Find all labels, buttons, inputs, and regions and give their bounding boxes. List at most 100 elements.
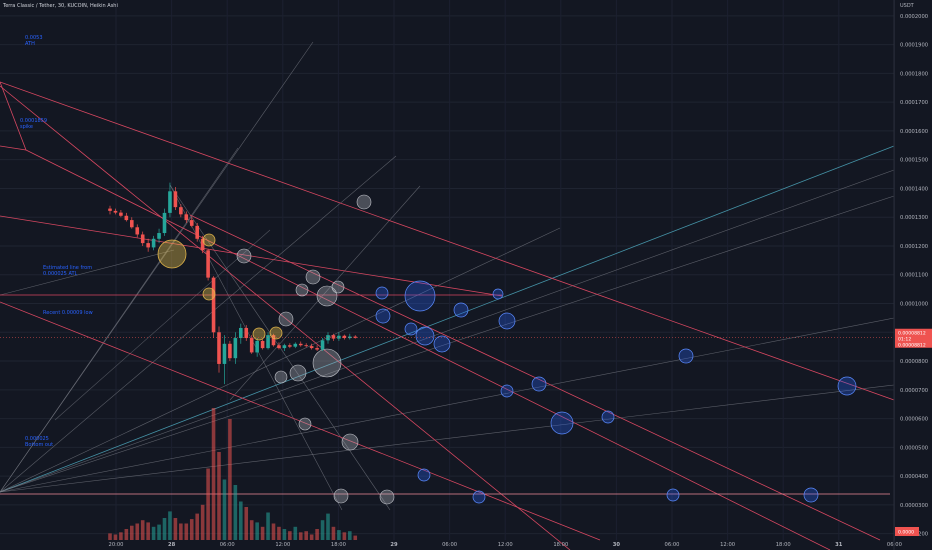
candle-body xyxy=(168,191,172,213)
grey-marker xyxy=(331,280,345,294)
x-tick-label: 31 xyxy=(835,542,843,548)
candle-body xyxy=(304,345,308,347)
x-tick-label: 06:00 xyxy=(665,542,680,548)
grey-marker xyxy=(341,433,359,451)
volume-bar xyxy=(282,529,287,540)
volume-bar xyxy=(320,520,325,540)
candle-body xyxy=(320,340,325,350)
volume-bar xyxy=(255,522,259,540)
x-tick-label: 30 xyxy=(613,542,621,548)
volume-bar xyxy=(140,520,145,540)
fan-line xyxy=(0,169,895,493)
blue-marker xyxy=(375,286,389,300)
fan-line xyxy=(0,145,895,493)
blue-marker xyxy=(404,322,418,336)
volume-bar xyxy=(304,531,308,540)
volume-bar xyxy=(249,520,254,540)
volume-bar xyxy=(195,513,199,540)
candle-body xyxy=(249,338,254,353)
volume-bar xyxy=(353,535,358,540)
annotation-estimated-line[interactable]: Estimated line from 0.000025 ATL xyxy=(43,265,92,277)
volume-bar xyxy=(206,468,210,540)
grey-marker xyxy=(316,285,338,307)
candle-body xyxy=(309,346,314,349)
annotation-ath[interactable]: 0.0053 ATH xyxy=(25,35,43,47)
candle-body xyxy=(331,335,336,339)
candle-body xyxy=(113,210,118,213)
grey-marker xyxy=(312,348,342,378)
bottom-tag-text: 0.0000 xyxy=(898,530,914,536)
candle-body xyxy=(124,215,129,221)
candle-body xyxy=(130,220,134,228)
volume-bar xyxy=(211,408,216,540)
blue-marker xyxy=(417,468,431,482)
x-tick-label: 28 xyxy=(168,542,176,548)
x-tick-label: 29 xyxy=(390,542,398,548)
y-tick-label: 0.0000700 xyxy=(900,388,928,394)
candle-body xyxy=(277,345,281,349)
annotation-spike-value: 0.0001859 xyxy=(20,118,48,124)
price-tag-box xyxy=(895,328,932,348)
volume-bar xyxy=(179,523,183,540)
y-tick-label: 0.0000300 xyxy=(900,503,928,509)
y-tick-label: 0.0001000 xyxy=(900,302,928,308)
volume-bar xyxy=(288,531,292,540)
drawing-overlay xyxy=(0,41,895,550)
grey-marker xyxy=(298,417,312,431)
highlight-overlay xyxy=(157,233,283,341)
y-tick-label: 0.0002000 xyxy=(900,14,928,20)
candle-body xyxy=(151,238,156,248)
blue-marker xyxy=(837,376,857,396)
blue-marker xyxy=(472,490,486,504)
candle-body xyxy=(293,343,298,347)
candle-body xyxy=(239,327,243,339)
blue-marker xyxy=(550,411,574,435)
fan-line xyxy=(0,195,895,493)
blue-marker xyxy=(500,384,514,398)
candle-body xyxy=(119,212,123,216)
gold-marker xyxy=(269,326,283,340)
candle-body xyxy=(282,345,287,349)
annotation-recent-low[interactable]: Recent 0.00009 low xyxy=(43,310,93,316)
volume-bar xyxy=(124,529,129,540)
annotation-bottom-out[interactable]: 0.000025 Bottom out xyxy=(25,436,53,448)
volume-bar xyxy=(168,511,172,540)
fan-line xyxy=(0,249,175,296)
candle-body xyxy=(162,212,167,234)
candle-body xyxy=(211,277,216,333)
blue-marker xyxy=(453,302,469,318)
annotation-est-line2: 0.000025 ATL xyxy=(43,271,78,277)
y-tick-label: 0.0001900 xyxy=(900,43,928,49)
trend-line xyxy=(0,81,895,401)
candle-body xyxy=(179,207,183,215)
volume-bar xyxy=(157,524,161,540)
grey-marker xyxy=(274,370,288,384)
candles xyxy=(108,182,358,385)
annotation-recent-line1: Recent 0.00009 low xyxy=(43,310,93,316)
candle-body xyxy=(195,225,199,239)
blue-marker xyxy=(404,280,436,312)
x-tick-label: 18:00 xyxy=(553,542,568,548)
fan-line xyxy=(0,384,895,493)
candle-body xyxy=(260,340,265,349)
x-tick-label: 20:00 xyxy=(109,542,124,548)
volume-bar xyxy=(331,526,336,540)
y-tick-label: 0.0001300 xyxy=(900,215,928,221)
x-tick-label: 18:00 xyxy=(776,542,791,548)
x-tick-label: 12:00 xyxy=(498,542,513,548)
volume-bar xyxy=(342,532,347,540)
candle-body xyxy=(184,214,189,221)
annotation-spike[interactable]: 0.0001859 spike xyxy=(20,118,47,130)
annotation-ath-label: ATH xyxy=(25,41,35,47)
candle-body xyxy=(266,335,270,349)
y-tick-label: 0.0001400 xyxy=(900,186,928,192)
candle-body xyxy=(348,336,352,339)
candle-body xyxy=(200,238,205,251)
volume-bar xyxy=(337,530,341,540)
candle-body xyxy=(173,191,178,208)
x-tick-label: 12:00 xyxy=(275,542,290,548)
volume-bar xyxy=(130,525,134,540)
volume-bar xyxy=(271,523,276,540)
